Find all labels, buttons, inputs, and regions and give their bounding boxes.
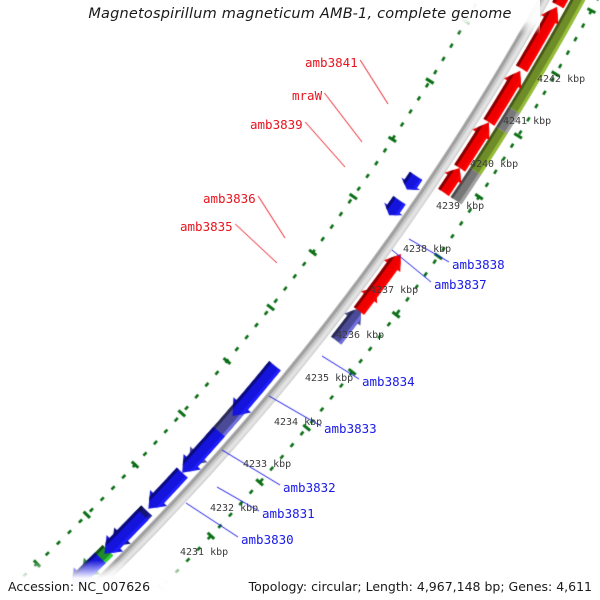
gene-label-amb3834[interactable]: amb3834 [362, 374, 415, 389]
page-title: Magnetospirillum magneticum AMB-1, compl… [88, 6, 512, 22]
gene-label-amb3832[interactable]: amb3832 [283, 480, 336, 495]
ruler-tick-label: 4242 kbp [537, 74, 586, 85]
status-bar: Accession: NC_007626 Topology: circular;… [0, 574, 600, 600]
ruler-tick-label: 4241 kbp [503, 116, 552, 127]
ruler-tick-label: 4234 kbp [274, 417, 323, 428]
accession-text: Accession: NC_007626 [8, 579, 151, 594]
gene-label-amb3836[interactable]: amb3836 [203, 191, 256, 206]
ruler-tick-label: 4239 kbp [436, 201, 485, 212]
ruler-tick-label: 4238 kbp [403, 244, 452, 255]
ruler-tick-label: 4233 kbp [243, 459, 292, 470]
gene-label-mraW[interactable]: mraW [292, 88, 323, 103]
gene-label-amb3835[interactable]: amb3835 [180, 219, 233, 234]
gene-label-amb3833[interactable]: amb3833 [324, 421, 377, 436]
gene-label-amb3841[interactable]: amb3841 [305, 55, 358, 70]
ruler-tick-label: 4237 kbp [370, 285, 419, 296]
ruler-tick-label: 4232 kbp [210, 503, 259, 514]
gene-label-amb3837[interactable]: amb3837 [434, 277, 487, 292]
ruler-tick-label: 4235 kbp [305, 373, 354, 384]
gene-label-amb3830[interactable]: amb3830 [241, 532, 294, 547]
gene-label-amb3838[interactable]: amb3838 [452, 257, 505, 272]
gene-label-amb3839[interactable]: amb3839 [250, 117, 303, 132]
ruler-tick-label: 4236 kbp [336, 330, 385, 341]
ruler-tick-label: 4231 kbp [180, 547, 229, 558]
ruler-tick-label: 4240 kbp [470, 159, 519, 170]
genome-summary-text: Topology: circular; Length: 4,967,148 bp… [248, 579, 592, 594]
gene-label-amb3831[interactable]: amb3831 [262, 506, 315, 521]
